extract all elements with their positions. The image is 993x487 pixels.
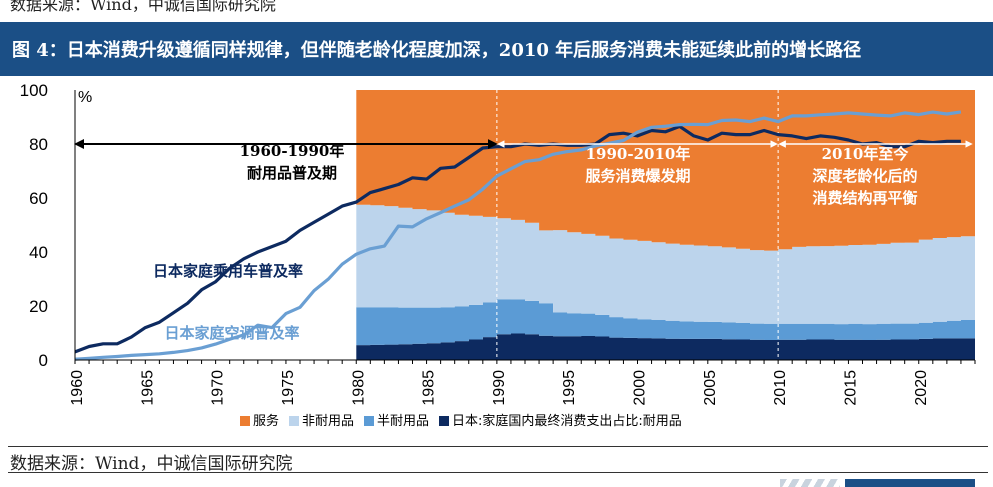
top-source-text: 数据来源：Wind，中诚信国际研究院 [10,0,276,14]
area-services [356,90,975,251]
legend-label-semidurable: 半耐用品 [377,414,429,429]
x-tick-label-1985: 1985 [421,370,438,406]
legend-label-durable: 日本:家庭国内最终消费支出占比:耐用品 [452,413,682,429]
x-tick-label-1990: 1990 [491,370,508,406]
y-unit-label: % [78,89,92,106]
source-top-rule [8,446,988,447]
x-tick-label-1960: 1960 [69,370,86,406]
footer-bar [845,479,975,487]
area-durable [356,333,975,360]
legend-label-nondurable: 非耐用品 [302,414,354,429]
axes: 0 20 40 60 80 100 % 1960 1965 1970 1975 1980 1985 199… [20,81,976,406]
annotation-period3-line2: 深度老龄化后的 [812,167,917,185]
annotation-period3-line3: 消费结构再平衡 [812,189,917,207]
y-tick-label-40: 40 [29,243,48,262]
y-tick-label-60: 60 [29,189,48,208]
x-tick-label-1970: 1970 [210,370,227,406]
x-tick-label-1980: 1980 [350,370,367,406]
area-nondurable [356,204,975,325]
legend-swatch-services [240,416,250,426]
chart-legend: 服务 非耐用品 半耐用品 日本:家庭国内最终消费支出占比:耐用品 [240,413,682,429]
annotation-period2-years: 1990-2010年 [586,145,691,163]
source-bottom-rule [8,472,988,473]
y-tick-label-0: 0 [39,351,48,370]
x-tick-label-2005: 2005 [702,370,719,406]
annotation-period2-label: 服务消费爆发期 [585,167,690,185]
y-tick-label-80: 80 [29,135,48,154]
figure-title: 图 4：日本消费升级遵循同样规律，但伴随老龄化程度加深，2010 年后服务消费未… [12,40,862,61]
source-note: 数据来源：Wind，中诚信国际研究院 [10,454,293,474]
x-tick-label-2010: 2010 [772,370,789,406]
x-tick-label-1965: 1965 [139,370,156,406]
consumption-structure-chart: 0 20 40 60 80 100 % 1960 1965 1970 1975 1980 1985 199… [20,81,976,429]
legend-swatch-nondurable [289,416,299,426]
x-tick-label-2020: 2020 [913,370,930,406]
legend-swatch-durable [439,416,449,426]
line-ac_line [74,110,962,361]
legend-label-services: 服务 [253,413,279,429]
x-tick-label-2015: 2015 [842,370,859,406]
x-tick-label-1975: 1975 [280,370,297,406]
annotation-period1-years: 1960-1990年 [240,142,345,160]
x-tick-label-2000: 2000 [632,370,649,406]
footer-decoration [780,479,840,487]
annotation-period3-years: 2010年至今 [822,145,909,163]
legend-swatch-semidurable [364,416,374,426]
label-ac-penetration: 日本家庭空调普及率 [164,324,299,342]
label-car-penetration: 日本家庭乘用车普及率 [153,262,303,280]
annotation-period1-label: 耐用品普及期 [247,164,337,182]
stacked-areas [356,90,975,360]
area-semidurable [356,299,975,346]
x-tick-label-1995: 1995 [561,370,578,406]
y-tick-label-100: 100 [20,81,48,100]
y-tick-label-20: 20 [29,297,48,316]
figure-title-bar: 图 4：日本消费升级遵循同样规律，但伴随老龄化程度加深，2010 年后服务消费未… [0,22,993,76]
